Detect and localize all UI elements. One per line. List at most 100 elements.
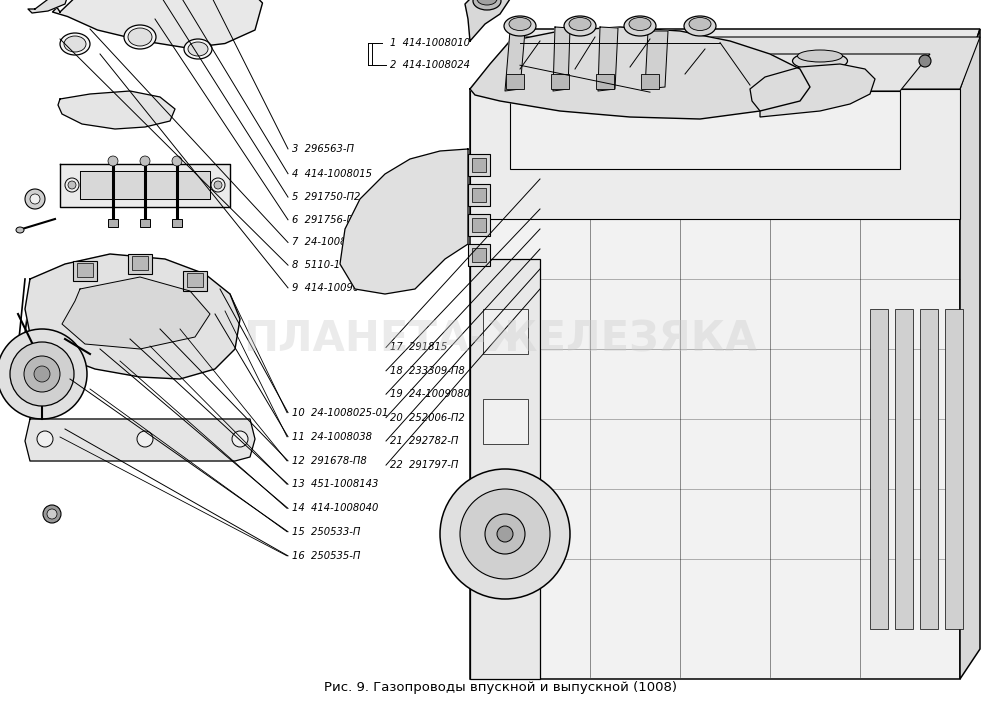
- Text: 17  291815: 17 291815: [390, 342, 447, 352]
- Circle shape: [214, 181, 222, 189]
- Ellipse shape: [689, 18, 711, 30]
- Polygon shape: [510, 54, 930, 91]
- Polygon shape: [62, 277, 210, 349]
- Circle shape: [30, 194, 40, 204]
- Circle shape: [497, 526, 513, 542]
- Polygon shape: [52, 0, 262, 48]
- Ellipse shape: [564, 16, 596, 36]
- Polygon shape: [553, 27, 570, 91]
- Polygon shape: [60, 164, 230, 207]
- Bar: [472, 158, 486, 172]
- Polygon shape: [25, 254, 240, 379]
- Text: 15  250533-П: 15 250533-П: [292, 527, 360, 537]
- Ellipse shape: [629, 18, 651, 30]
- Ellipse shape: [684, 16, 716, 36]
- Polygon shape: [470, 27, 810, 119]
- Bar: [478, 304, 533, 359]
- Bar: [128, 254, 152, 274]
- Circle shape: [25, 189, 45, 209]
- Polygon shape: [465, 0, 510, 41]
- Polygon shape: [960, 29, 980, 679]
- Polygon shape: [470, 89, 960, 679]
- Text: 19  24-1009080-Г: 19 24-1009080-Г: [390, 389, 479, 399]
- Circle shape: [232, 431, 248, 447]
- Circle shape: [460, 489, 550, 579]
- Text: 12  291678-П8: 12 291678-П8: [292, 456, 367, 466]
- Ellipse shape: [188, 42, 208, 56]
- Text: 3  296563-П: 3 296563-П: [292, 144, 354, 154]
- Bar: [132, 256, 148, 270]
- Bar: [641, 74, 659, 89]
- Text: Рис. 9. Газопроводы впускной и выпускной (1008): Рис. 9. Газопроводы впускной и выпускной…: [324, 681, 676, 693]
- Bar: [945, 309, 963, 629]
- Circle shape: [34, 366, 50, 382]
- Circle shape: [108, 156, 118, 166]
- Bar: [73, 261, 97, 281]
- Bar: [140, 219, 150, 227]
- Text: 2  414-1008024: 2 414-1008024: [390, 60, 470, 70]
- Ellipse shape: [509, 18, 531, 30]
- Ellipse shape: [798, 50, 842, 62]
- Circle shape: [68, 181, 76, 189]
- Polygon shape: [750, 64, 875, 117]
- Polygon shape: [28, 0, 70, 13]
- Text: 10  24-1008025-01: 10 24-1008025-01: [292, 408, 388, 418]
- Ellipse shape: [184, 39, 212, 59]
- Polygon shape: [510, 91, 900, 169]
- Text: 14  414-1008040: 14 414-1008040: [292, 503, 378, 513]
- Text: 22  291797-П: 22 291797-П: [390, 460, 458, 470]
- Bar: [895, 309, 913, 629]
- Circle shape: [10, 342, 74, 406]
- Ellipse shape: [473, 0, 501, 10]
- Ellipse shape: [504, 16, 536, 36]
- Bar: [870, 309, 888, 629]
- Circle shape: [65, 178, 79, 192]
- Circle shape: [137, 431, 153, 447]
- Bar: [483, 309, 528, 354]
- Ellipse shape: [792, 52, 848, 70]
- Ellipse shape: [569, 18, 591, 30]
- Polygon shape: [58, 91, 175, 129]
- Text: 18  233309-П8: 18 233309-П8: [390, 366, 465, 376]
- Circle shape: [0, 329, 87, 419]
- Polygon shape: [470, 89, 960, 219]
- Polygon shape: [598, 27, 618, 91]
- Ellipse shape: [64, 36, 86, 52]
- Bar: [472, 188, 486, 202]
- Text: 1  414-1008010: 1 414-1008010: [390, 38, 470, 48]
- Text: 20  252006-П2: 20 252006-П2: [390, 413, 465, 423]
- Circle shape: [43, 505, 61, 523]
- Polygon shape: [80, 171, 210, 199]
- Text: 21  292782-П: 21 292782-П: [390, 436, 458, 446]
- Text: 6  291756-П2: 6 291756-П2: [292, 215, 360, 225]
- Bar: [920, 309, 938, 629]
- Bar: [483, 399, 528, 444]
- Polygon shape: [468, 244, 490, 266]
- Text: 13  451-1008143: 13 451-1008143: [292, 479, 378, 489]
- Text: 5  291750-П2: 5 291750-П2: [292, 192, 360, 202]
- Polygon shape: [468, 154, 490, 176]
- Ellipse shape: [624, 16, 656, 36]
- Polygon shape: [468, 214, 490, 236]
- Polygon shape: [470, 29, 980, 89]
- Ellipse shape: [124, 25, 156, 49]
- Ellipse shape: [477, 0, 497, 5]
- Circle shape: [24, 356, 60, 392]
- Polygon shape: [340, 149, 468, 294]
- Text: 11  24-1008038: 11 24-1008038: [292, 432, 372, 442]
- Polygon shape: [470, 37, 980, 89]
- Circle shape: [485, 514, 525, 554]
- Bar: [472, 218, 486, 232]
- Circle shape: [172, 156, 182, 166]
- Polygon shape: [645, 31, 668, 89]
- Ellipse shape: [16, 227, 24, 233]
- Bar: [472, 248, 486, 262]
- Bar: [108, 219, 118, 227]
- Bar: [183, 271, 207, 291]
- Bar: [478, 484, 533, 539]
- Bar: [506, 74, 524, 89]
- Text: 16  250535-П: 16 250535-П: [292, 551, 360, 561]
- Bar: [596, 74, 614, 89]
- Bar: [483, 489, 528, 534]
- Text: ПЛАНЕТА-ЖЕЛЕЗЯКА: ПЛАНЕТА-ЖЕЛЕЗЯКА: [243, 318, 757, 360]
